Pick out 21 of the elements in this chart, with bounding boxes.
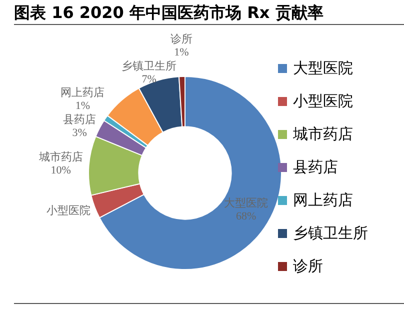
data-label: 1% (174, 46, 189, 59)
legend-label: 诊所 (293, 258, 323, 276)
legend-label: 小型医院 (293, 92, 353, 111)
legend-label: 网上药店 (293, 192, 353, 210)
slice-label: 城市药店 (38, 150, 83, 164)
slice-label: 大型医院 (224, 196, 268, 210)
slice-label: 小型医院 (46, 204, 90, 218)
legend-label: 城市药店 (293, 125, 353, 144)
slice-label: 诊所 (170, 32, 192, 46)
chart-title: 图表 16 2020 年中国医药市场 Rx 贡献率 (14, 3, 324, 24)
legend-label: 县药店 (293, 158, 338, 177)
slice-label: 县药店 (63, 113, 96, 126)
data-label: 7% (142, 74, 156, 86)
data-label: 3% (72, 127, 87, 140)
legend-label: 乡镇卫生所 (293, 224, 368, 243)
slice-label: 网上药店 (60, 86, 105, 100)
data-label: 68% (236, 210, 256, 222)
data-label: 10% (50, 164, 71, 176)
slice-label: 乡镇卫生所 (122, 60, 177, 73)
legend-label: 大型医院 (293, 60, 353, 78)
data-label: 1% (75, 100, 90, 112)
